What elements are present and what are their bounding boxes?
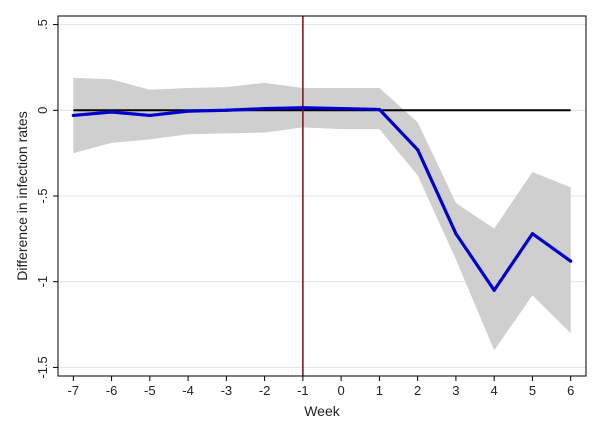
- data-point: [109, 110, 114, 114]
- x-tick-label: -7: [68, 383, 80, 398]
- x-tick-label: -1: [297, 383, 309, 398]
- confidence-band: [73, 77, 571, 351]
- x-tick-label: -5: [144, 383, 156, 398]
- data-point: [224, 108, 228, 112]
- data-point: [71, 113, 75, 118]
- y-tick-label: -1: [35, 276, 50, 288]
- x-tick-label: -3: [221, 383, 233, 398]
- x-tick-label: 3: [452, 383, 459, 398]
- x-tick-label: 0: [338, 383, 345, 398]
- y-tick-label: .5: [35, 19, 50, 30]
- data-point: [148, 113, 152, 118]
- y-axis-label: Difference in infection rates: [14, 111, 30, 280]
- x-axis-label: Week: [304, 403, 341, 419]
- x-tick-label: 5: [529, 383, 536, 398]
- x-tick-label: 6: [567, 383, 574, 398]
- x-tick-label: -2: [259, 383, 271, 398]
- x-tick-label: 2: [414, 383, 421, 398]
- data-point: [301, 106, 305, 110]
- data-point: [530, 232, 535, 236]
- data-point: [569, 259, 573, 263]
- y-tick-label: -1.5: [35, 356, 50, 378]
- estimate-line: [73, 106, 572, 292]
- data-point: [454, 232, 458, 236]
- data-point: [416, 148, 420, 152]
- data-point: [186, 109, 190, 113]
- x-axis-ticks: -7 -6 -5 -4 -3 -2 -1 0 1 2 3 4 5 6: [68, 376, 574, 398]
- x-tick-label: -4: [182, 383, 194, 398]
- data-point: [377, 107, 381, 112]
- data-point: [263, 106, 267, 111]
- x-tick-label: 1: [376, 383, 383, 398]
- x-tick-label: 4: [491, 383, 498, 398]
- data-point: [492, 288, 496, 292]
- x-tick-label: -6: [106, 383, 118, 398]
- y-tick-label: -.5: [35, 188, 50, 203]
- estimate-points: [71, 106, 573, 292]
- y-axis-ticks: .5 0 -.5 -1 -1.5: [35, 19, 58, 379]
- y-tick-label: 0: [35, 107, 50, 114]
- data-point: [339, 106, 343, 111]
